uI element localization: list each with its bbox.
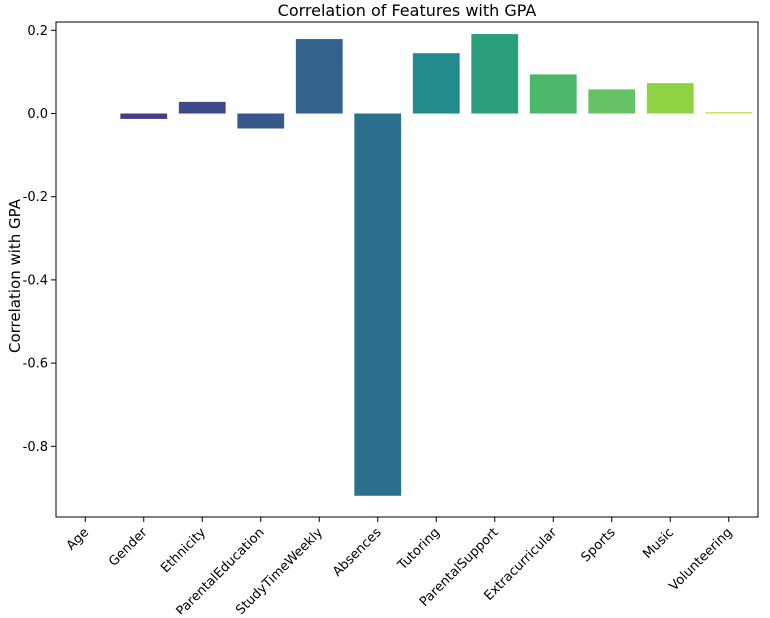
y-tick-label: -0.4 — [23, 273, 48, 288]
y-axis-ticks: 0.2 0.0 -0.2 -0.4 -0.6 -0.8 — [23, 24, 56, 455]
bars-group — [120, 34, 753, 496]
y-axis-label: Correlation with GPA — [6, 198, 24, 353]
y-tick-label: -0.8 — [23, 440, 48, 455]
bar-extracurricular — [529, 74, 577, 114]
x-tick-label: Ethnicity — [158, 525, 209, 576]
x-tick-label: Music — [640, 525, 677, 562]
bar-tutoring — [412, 53, 460, 114]
y-tick-label: 0.2 — [27, 24, 48, 39]
chart-title: Correlation of Features with GPA — [278, 1, 537, 20]
bar-absences — [354, 113, 402, 496]
plot-area-frame — [55, 21, 759, 518]
x-tick-label: Absences — [330, 525, 385, 580]
x-tick-label: Sports — [578, 525, 618, 565]
x-tick-label: Tutoring — [394, 525, 443, 574]
y-tick-label: -0.6 — [23, 357, 48, 372]
x-tick-label: Gender — [106, 525, 151, 570]
y-tick-label: -0.2 — [23, 190, 48, 205]
bar-parentaleducation — [237, 113, 285, 129]
x-axis-ticks: Age Gender EthnicityParentalEducationStudy… — [64, 517, 736, 618]
bar-sports — [588, 89, 636, 114]
y-tick-label: 0.0 — [27, 107, 48, 122]
x-tick-label: Age — [64, 525, 92, 553]
x-tick-label: Volunteering — [667, 525, 736, 594]
bar-studytimeweekly — [295, 39, 343, 114]
bar-music — [646, 83, 694, 114]
bar-parentalsupport — [471, 34, 519, 114]
bar-ethnicity — [178, 101, 226, 114]
bar-volunteering — [705, 112, 753, 114]
bar-gender — [120, 113, 168, 119]
